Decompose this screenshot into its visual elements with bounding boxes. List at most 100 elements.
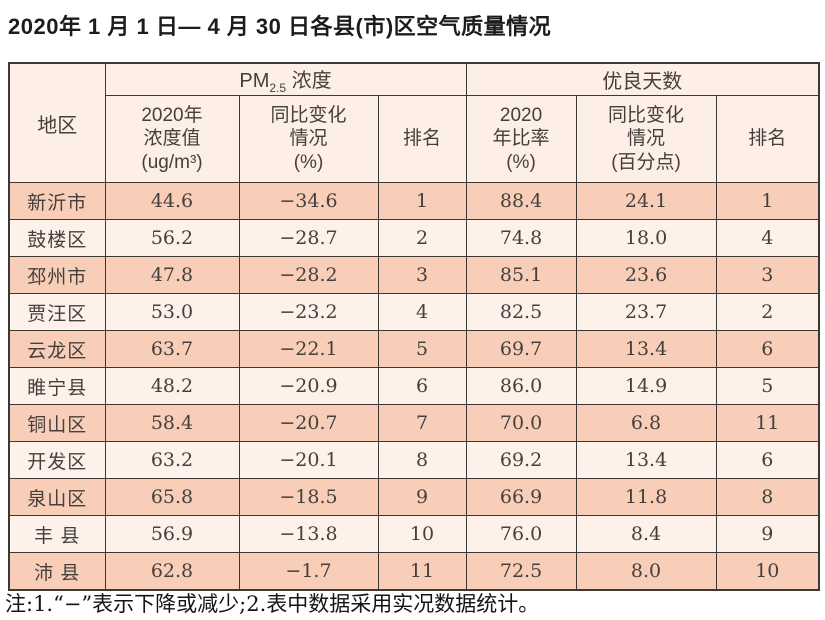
pm-rank-cell: 3	[377, 256, 467, 294]
good-ratio-cell: 85.1	[465, 256, 577, 294]
pm-change-cell: −34.6	[238, 182, 379, 220]
pm-value-cell: 65.8	[104, 478, 240, 516]
region-cell: 开发区	[8, 441, 106, 479]
good-days-group-header: 优良天数	[465, 62, 820, 96]
good-ratio-cell: 82.5	[465, 293, 577, 331]
good-ratio-cell: 66.9	[465, 478, 577, 516]
good-change-cell: 8.4	[575, 515, 717, 553]
pm-change-cell: −28.7	[238, 219, 379, 257]
good-rank-header: 排名	[715, 95, 820, 183]
pm-change-cell: −13.8	[238, 515, 379, 553]
good-ratio-cell: 69.7	[465, 330, 577, 368]
good-change-cell: 6.8	[575, 404, 717, 442]
region-cell: 丰 县	[8, 515, 106, 553]
pm-change-cell: −23.2	[238, 293, 379, 331]
page-title: 2020年 1 月 1 日— 4 月 30 日各县(市)区空气质量情况	[8, 14, 552, 39]
pm-value-cell: 58.4	[104, 404, 240, 442]
pm-value-cell: 44.6	[104, 182, 240, 220]
good-change-header-line2: 情况	[627, 128, 666, 150]
region-cell: 云龙区	[8, 330, 106, 368]
good-change-cell: 18.0	[575, 219, 717, 257]
good-change-cell: 13.4	[575, 441, 717, 479]
good-change-header-line3: (百分点)	[611, 151, 681, 173]
good-rank-cell: 6	[715, 441, 820, 479]
good-change-header: 同比变化 情况 (百分点)	[575, 95, 717, 183]
good-change-header-line1: 同比变化	[608, 105, 685, 127]
table-row: 泉山区 65.8 −18.5 9 66.9 11.8 8	[8, 478, 820, 516]
pm-change-cell: −20.7	[238, 404, 379, 442]
pm-change-cell: −20.1	[238, 441, 379, 479]
good-change-cell: 24.1	[575, 182, 717, 220]
table-row: 丰 县 56.9 −13.8 10 76.0 8.4 9	[8, 515, 820, 553]
good-change-cell: 23.7	[575, 293, 717, 331]
region-cell: 贾汪区	[8, 293, 106, 331]
pm-value-cell: 62.8	[104, 552, 240, 591]
good-ratio-cell: 86.0	[465, 367, 577, 405]
good-rank-cell: 2	[715, 293, 820, 331]
good-rank-cell: 5	[715, 367, 820, 405]
good-ratio-header-line2: 年比率	[492, 128, 550, 150]
good-rank-cell: 3	[715, 256, 820, 294]
table-row: 云龙区 63.7 −22.1 5 69.7 13.4 6	[8, 330, 820, 368]
pm-rank-cell: 8	[377, 441, 467, 479]
good-ratio-header-line3: (%)	[506, 151, 536, 173]
pm-change-cell: −1.7	[238, 552, 379, 591]
region-cell: 新沂市	[8, 182, 106, 220]
good-ratio-cell: 88.4	[465, 182, 577, 220]
pm-rank-cell: 4	[377, 293, 467, 331]
pm-rank-cell: 5	[377, 330, 467, 368]
pm-change-header-line3: (%)	[293, 151, 324, 173]
pm-value-cell: 48.2	[104, 367, 240, 405]
region-header: 地区	[8, 62, 106, 183]
good-ratio-header-line1: 2020	[499, 105, 543, 127]
air-quality-table: 地区 PM2.5 浓度 优良天数 2020年 浓度值 (ug/m³) 同比变化 …	[8, 62, 821, 591]
pm-value-header: 2020年 浓度值 (ug/m³)	[104, 95, 240, 183]
table-body: 新沂市 44.6 −34.6 1 88.4 24.1 1 鼓楼区 56.2 −28.7 2 74.8 1…	[8, 182, 820, 591]
pm-change-cell: −22.1	[238, 330, 379, 368]
good-rank-cell: 4	[715, 219, 820, 257]
region-cell: 鼓楼区	[8, 219, 106, 257]
pm-value-header-line1: 2020年	[141, 105, 203, 127]
good-ratio-cell: 76.0	[465, 515, 577, 553]
good-rank-cell: 11	[715, 404, 820, 442]
footnote: 注:1.“−”表示下降或减少;2.表中数据采用实况数据统计。	[5, 592, 540, 616]
pm-value-cell: 47.8	[104, 256, 240, 294]
good-ratio-cell: 69.2	[465, 441, 577, 479]
pm-value-cell: 56.9	[104, 515, 240, 553]
good-rank-cell: 6	[715, 330, 820, 368]
region-cell: 邳州市	[8, 256, 106, 294]
pm-value-header-line3: (ug/m³)	[141, 151, 203, 173]
good-change-cell: 8.0	[575, 552, 717, 591]
table-row: 睢宁县 48.2 −20.9 6 86.0 14.9 5	[8, 367, 820, 405]
pm-rank-cell: 10	[377, 515, 467, 553]
region-cell: 泉山区	[8, 478, 106, 516]
pm-rank-cell: 9	[377, 478, 467, 516]
good-ratio-header: 2020 年比率 (%)	[465, 95, 577, 183]
pm-rank-cell: 2	[377, 219, 467, 257]
pm-rank-header: 排名	[377, 95, 467, 183]
pm-rank-cell: 1	[377, 182, 467, 220]
table-row: 沛 县 62.8 −1.7 11 72.5 8.0 10	[8, 552, 820, 591]
good-change-cell: 14.9	[575, 367, 717, 405]
pm-label-suffix: 浓度	[286, 70, 332, 92]
good-rank-cell: 10	[715, 552, 820, 591]
pm-change-header: 同比变化 情况 (%)	[238, 95, 379, 183]
table-row: 鼓楼区 56.2 −28.7 2 74.8 18.0 4	[8, 219, 820, 257]
good-ratio-cell: 74.8	[465, 219, 577, 257]
table-row: 开发区 63.2 −20.1 8 69.2 13.4 6	[8, 441, 820, 479]
good-rank-cell: 8	[715, 478, 820, 516]
good-rank-cell: 9	[715, 515, 820, 553]
table-header: 地区 PM2.5 浓度 优良天数 2020年 浓度值 (ug/m³) 同比变化 …	[8, 62, 820, 183]
pm-change-header-line1: 同比变化	[270, 105, 347, 127]
pm-label: PM	[239, 70, 270, 92]
good-rank-cell: 1	[715, 182, 820, 220]
table-row: 新沂市 44.6 −34.6 1 88.4 24.1 1	[8, 182, 820, 220]
table-row: 贾汪区 53.0 −23.2 4 82.5 23.7 2	[8, 293, 820, 331]
region-cell: 沛 县	[8, 552, 106, 591]
good-ratio-cell: 70.0	[465, 404, 577, 442]
good-change-cell: 11.8	[575, 478, 717, 516]
pm-value-cell: 53.0	[104, 293, 240, 331]
pm-change-cell: −28.2	[238, 256, 379, 294]
region-cell: 铜山区	[8, 404, 106, 442]
